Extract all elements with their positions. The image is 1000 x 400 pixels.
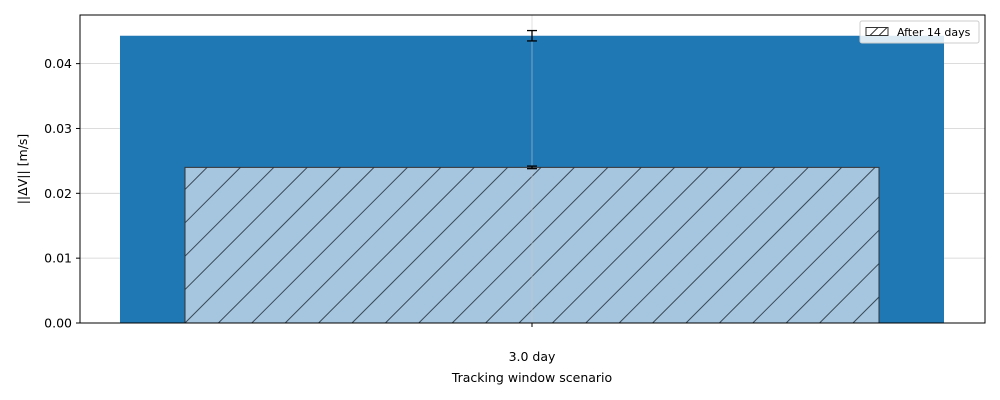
hatch-line <box>251 167 408 323</box>
hatch-line <box>218 167 375 323</box>
hatch-line <box>585 167 742 323</box>
hatch-line <box>318 167 475 323</box>
y-axis-label: ||ΔV|| [m/s] <box>15 134 30 205</box>
error-bar <box>527 165 537 170</box>
hatch-line <box>385 167 542 323</box>
legend-swatch-hatch <box>869 27 879 36</box>
x-axis: 3.0 day <box>509 323 556 364</box>
hatch-line <box>451 167 609 323</box>
hatch-line <box>819 262 879 323</box>
bars <box>120 35 944 323</box>
hatch-line <box>618 167 776 323</box>
y-tick-label: 0.03 <box>44 121 72 136</box>
hatch-line <box>552 167 709 323</box>
hatch-line <box>719 167 876 323</box>
y-tick-label: 0.02 <box>44 186 72 201</box>
legend: After 14 days <box>859 20 980 44</box>
x-tick-label: 3.0 day <box>509 349 556 364</box>
hatch-line <box>185 167 341 323</box>
hatch-line <box>685 167 842 323</box>
y-tick-label: 0.00 <box>44 316 72 331</box>
hatch-line <box>418 167 575 323</box>
hatch-line <box>485 167 642 323</box>
hatch-line <box>185 167 275 257</box>
y-tick-label: 0.04 <box>44 56 72 71</box>
hatch-line <box>518 167 675 323</box>
legend-label: After 14 days <box>897 26 971 39</box>
legend-swatch-hatch <box>878 27 888 36</box>
hatch-line <box>652 167 809 323</box>
error-bar <box>527 29 537 42</box>
legend-swatch-box <box>865 27 889 36</box>
hatch-line <box>351 167 508 323</box>
hatch-line <box>284 167 442 323</box>
error-bars <box>527 29 537 170</box>
hatch-line <box>785 229 879 323</box>
x-axis-label: Tracking window scenario <box>451 370 612 385</box>
legend-swatch <box>865 27 889 36</box>
bar-hatch <box>185 167 879 323</box>
hatch-line <box>185 167 308 291</box>
y-tick-label: 0.01 <box>44 251 72 266</box>
legend-box <box>859 20 980 44</box>
hatch-line <box>752 196 879 323</box>
y-axis: 0.00 0.01 0.02 0.03 0.04 <box>44 56 80 331</box>
hatch-line <box>185 167 241 224</box>
